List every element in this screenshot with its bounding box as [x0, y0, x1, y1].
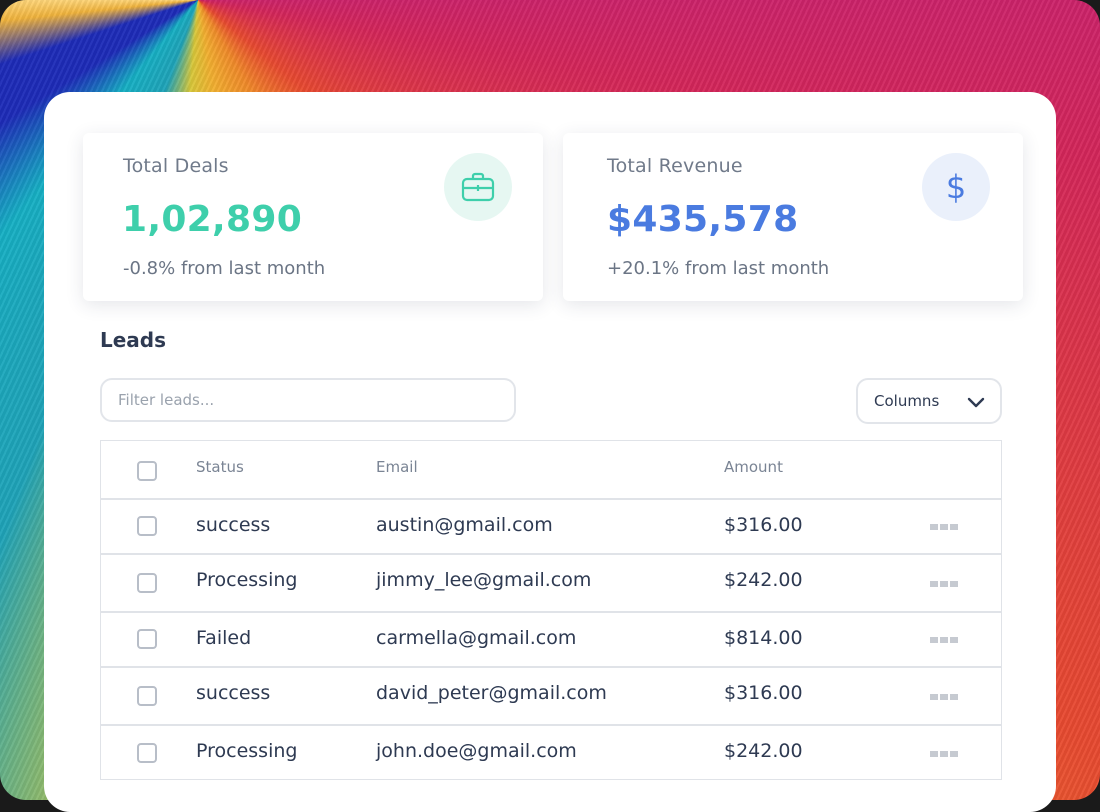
row-amount: $814.00	[724, 627, 803, 649]
table-row: Processing jimmy_lee@gmail.com $242.00	[101, 555, 1001, 613]
row-email: carmella@gmail.com	[376, 627, 577, 649]
email-column-header[interactable]: Email	[376, 458, 418, 476]
table-row: success david_peter@gmail.com $316.00	[101, 668, 1001, 726]
more-actions-icon[interactable]	[930, 637, 958, 645]
table-header-row: Status Email Amount	[101, 441, 1001, 500]
row-status: Processing	[196, 740, 298, 762]
more-actions-icon[interactable]	[930, 751, 958, 759]
row-checkbox[interactable]	[137, 629, 157, 649]
row-checkbox[interactable]	[137, 516, 157, 536]
row-status: success	[196, 682, 271, 704]
chevron-down-icon	[967, 397, 985, 408]
total-deals-delta: -0.8% from last month	[123, 258, 326, 279]
total-revenue-value: $435,578	[607, 199, 799, 240]
row-status: success	[196, 514, 271, 536]
row-email: austin@gmail.com	[376, 514, 553, 536]
table-row: Failed carmella@gmail.com $814.00	[101, 613, 1001, 668]
more-actions-icon[interactable]	[930, 581, 958, 589]
amount-column-header[interactable]: Amount	[724, 458, 783, 476]
more-actions-icon[interactable]	[930, 524, 958, 532]
leads-title: Leads	[100, 328, 167, 352]
briefcase-icon	[444, 153, 512, 221]
dashboard-panel: Total Deals 1,02,890 -0.8% from last mon…	[44, 92, 1056, 812]
row-email: john.doe@gmail.com	[376, 740, 577, 762]
row-email: jimmy_lee@gmail.com	[376, 569, 592, 591]
row-amount: $242.00	[724, 740, 803, 762]
row-amount: $242.00	[724, 569, 803, 591]
total-revenue-label: Total Revenue	[607, 155, 743, 177]
row-amount: $316.00	[724, 514, 803, 536]
total-revenue-delta: +20.1% from last month	[607, 258, 830, 279]
row-email: david_peter@gmail.com	[376, 682, 607, 704]
row-status: Failed	[196, 627, 252, 649]
leads-table: Status Email Amount success austin@gmail…	[100, 440, 1002, 780]
total-revenue-card: Total Revenue $435,578 +20.1% from last …	[563, 133, 1023, 301]
filter-leads-input[interactable]	[100, 378, 516, 422]
table-row: Processing john.doe@gmail.com $242.00	[101, 726, 1001, 780]
row-checkbox[interactable]	[137, 686, 157, 706]
select-all-checkbox[interactable]	[137, 461, 157, 481]
columns-dropdown-button[interactable]: Columns	[856, 378, 1002, 424]
columns-label: Columns	[874, 392, 940, 410]
total-deals-label: Total Deals	[123, 155, 229, 177]
total-deals-value: 1,02,890	[122, 199, 303, 240]
dollar-glyph: $	[945, 168, 967, 206]
status-column-header[interactable]: Status	[196, 458, 244, 476]
dollar-icon: $	[922, 153, 990, 221]
table-row: success austin@gmail.com $316.00	[101, 500, 1001, 555]
row-checkbox[interactable]	[137, 573, 157, 593]
row-checkbox[interactable]	[137, 743, 157, 763]
total-deals-card: Total Deals 1,02,890 -0.8% from last mon…	[83, 133, 543, 301]
row-amount: $316.00	[724, 682, 803, 704]
row-status: Processing	[196, 569, 298, 591]
more-actions-icon[interactable]	[930, 694, 958, 702]
